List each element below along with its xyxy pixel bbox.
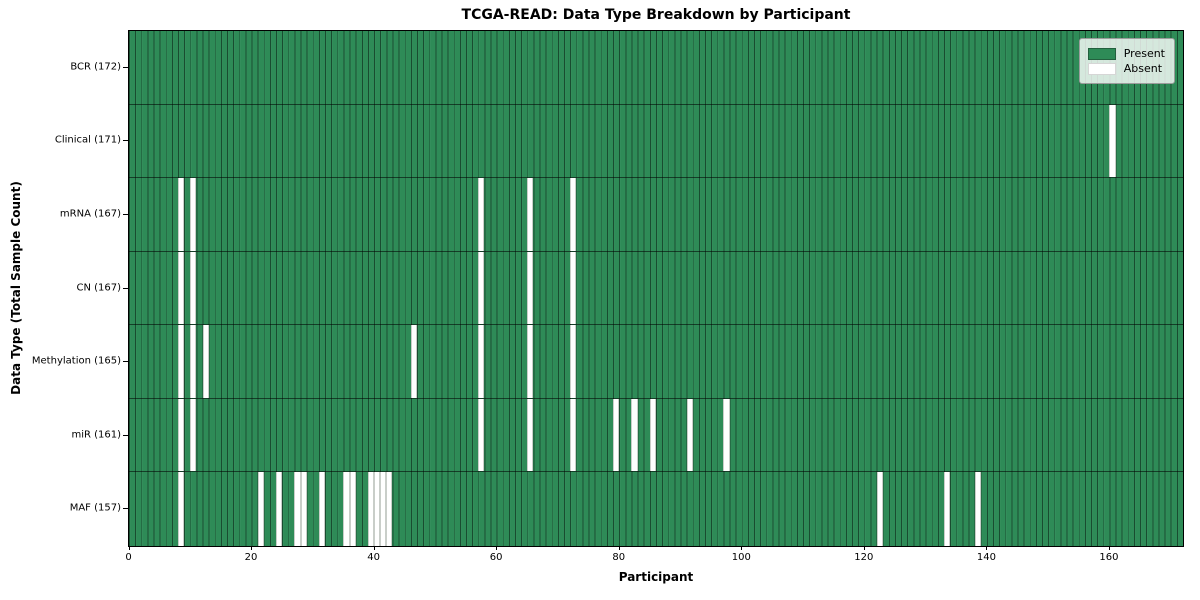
y-tick-mark <box>123 140 128 142</box>
absent-cell <box>478 325 485 398</box>
x-tick-label-0: 0 <box>125 552 132 563</box>
present-swatch-icon <box>1087 47 1116 60</box>
absent-cell <box>276 472 283 546</box>
heatmap-row-methylation <box>129 325 1183 399</box>
absent-cell <box>613 398 620 472</box>
x-tick-mark <box>741 546 743 550</box>
x-tick-mark <box>863 546 865 550</box>
x-tick-label-100: 100 <box>731 552 751 563</box>
legend-label-absent: Absent <box>1123 62 1163 75</box>
absent-cell <box>257 472 264 546</box>
absent-cell <box>570 251 577 325</box>
absent-cell <box>190 251 197 325</box>
absent-cell <box>410 325 417 398</box>
x-tick-mark <box>496 546 498 550</box>
x-tick-mark <box>1108 546 1110 550</box>
absent-cell <box>300 472 307 546</box>
absent-cell <box>527 251 534 325</box>
x-tick-label-140: 140 <box>976 552 996 563</box>
absent-cell <box>202 325 209 398</box>
heatmap-row-bcr <box>129 31 1183 105</box>
heatmap-row-mir <box>129 398 1183 473</box>
x-tick-mark <box>986 546 988 550</box>
absent-cell <box>380 472 387 546</box>
absent-cell <box>343 472 350 546</box>
y-tick-mark <box>123 361 128 363</box>
absent-cell <box>570 325 577 398</box>
plot-area: Present Absent <box>128 30 1184 547</box>
absent-cell <box>649 398 656 472</box>
absent-cell <box>527 325 534 398</box>
absent-cell <box>570 178 577 251</box>
legend-entry-present: Present <box>1087 47 1165 60</box>
absent-cell <box>178 472 185 546</box>
y-tick-label-bcr: BCR (172) <box>70 61 121 73</box>
absent-swatch-icon <box>1087 62 1116 75</box>
legend-label-present: Present <box>1123 47 1165 60</box>
y-tick-mark <box>123 508 128 510</box>
x-tick-mark <box>618 546 620 550</box>
absent-cell <box>876 472 883 546</box>
absent-cell <box>190 178 197 251</box>
y-axis-label: Data Type (Total Sample Count) <box>9 181 23 395</box>
absent-cell <box>686 398 693 472</box>
absent-cell <box>1109 104 1116 178</box>
x-tick-label-80: 80 <box>612 552 626 563</box>
y-tick-label-methylation: Methylation (165) <box>31 355 121 367</box>
y-tick-label-mir: miR (161) <box>71 429 121 441</box>
absent-cell <box>974 472 981 546</box>
absent-cell <box>944 472 951 546</box>
absent-cell <box>178 398 185 472</box>
heatmap-row-maf <box>129 472 1183 546</box>
absent-cell <box>349 472 356 546</box>
absent-cell <box>386 472 393 546</box>
absent-cell <box>527 398 534 472</box>
absent-cell <box>190 398 197 472</box>
absent-cell <box>374 472 381 546</box>
x-tick-label-20: 20 <box>244 552 258 563</box>
y-tick-label-maf: MAF (157) <box>69 502 121 514</box>
heatmap-row-cn <box>129 251 1183 326</box>
y-tick-label-mrna: mRNA (167) <box>59 208 121 220</box>
absent-cell <box>318 472 326 546</box>
y-tick-label-clinical: Clinical (171) <box>54 134 121 146</box>
x-tick-mark <box>373 546 375 550</box>
absent-cell <box>570 398 577 472</box>
x-tick-label-120: 120 <box>854 552 874 563</box>
y-tick-mark <box>123 66 128 68</box>
heatmap-row-clinical <box>129 104 1183 179</box>
x-tick-mark <box>251 546 253 550</box>
x-tick-label-160: 160 <box>1099 552 1119 563</box>
absent-cell <box>723 398 730 472</box>
x-axis-label: Participant <box>618 570 694 584</box>
y-tick-mark <box>123 434 128 436</box>
absent-cell <box>178 325 185 398</box>
absent-cell <box>478 178 485 251</box>
y-tick-mark <box>123 287 128 289</box>
x-tick-label-60: 60 <box>489 552 503 563</box>
y-tick-mark <box>123 213 128 215</box>
x-tick-label-40: 40 <box>367 552 380 563</box>
absent-cell <box>527 178 534 251</box>
x-tick-mark <box>128 546 130 550</box>
absent-cell <box>478 398 485 472</box>
legend-entry-absent: Absent <box>1087 62 1165 75</box>
legend: Present Absent <box>1078 38 1175 84</box>
absent-cell <box>190 325 197 398</box>
absent-cell <box>294 472 301 546</box>
absent-cell <box>178 178 185 251</box>
absent-cell <box>631 398 638 472</box>
y-tick-label-cn: CN (167) <box>76 282 121 293</box>
absent-cell <box>478 251 485 325</box>
absent-cell <box>367 472 375 546</box>
heatmap-row-mrna <box>129 178 1183 252</box>
absent-cell <box>178 251 185 325</box>
chart-title: TCGA-READ: Data Type Breakdown by Partic… <box>461 7 851 23</box>
